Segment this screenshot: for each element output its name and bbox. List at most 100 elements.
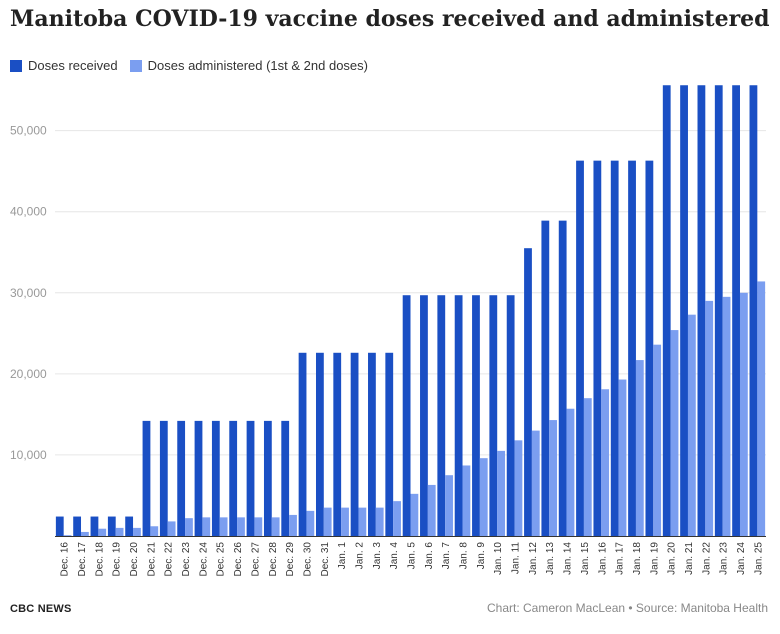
bar-doses-administered: [757, 281, 766, 536]
x-tick-label: Dec. 29: [285, 542, 296, 577]
bar-doses-received: [333, 352, 342, 536]
x-tick-label: Dec. 18: [94, 542, 105, 577]
bar-doses-received: [662, 85, 671, 536]
bar-doses-administered: [289, 514, 297, 536]
bar-doses-received: [263, 420, 272, 536]
bar-doses-received: [125, 516, 134, 536]
bar-doses-received: [437, 295, 446, 536]
bar-doses-administered: [133, 527, 141, 536]
bar-doses-received: [194, 420, 203, 536]
bar-doses-administered: [323, 507, 332, 536]
x-tick-label: Jan. 17: [615, 542, 626, 575]
legend-swatch-administered: [129, 59, 142, 72]
legend-label-administered: Doses administered (1st & 2nd doses): [147, 58, 368, 73]
x-tick-label: Jan. 16: [597, 542, 608, 575]
chart-credit: Chart: Cameron MacLean • Source: Manitob…: [486, 601, 768, 615]
bar-doses-administered: [549, 420, 558, 536]
bar-doses-administered: [479, 458, 488, 536]
bar-doses-received: [558, 220, 567, 536]
bar-doses-received: [385, 352, 394, 536]
bar-doses-administered: [63, 535, 72, 536]
bar-doses-administered: [393, 501, 401, 536]
x-tick-label: Dec. 17: [77, 542, 88, 577]
bar-doses-administered: [341, 507, 349, 536]
bar-doses-received: [645, 160, 654, 536]
x-tick-label: Dec. 23: [181, 542, 192, 577]
bar-doses-administered: [601, 389, 610, 536]
bar-doses-received: [593, 160, 602, 536]
x-tick-label: Dec. 21: [146, 542, 157, 577]
x-tick-label: Jan. 10: [493, 542, 504, 575]
bar-doses-received: [541, 220, 550, 536]
x-tick-label: Jan. 14: [563, 542, 574, 575]
x-tick-label: Jan. 12: [528, 542, 539, 575]
bar-doses-received: [315, 352, 324, 536]
legend-item-administered: Doses administered (1st & 2nd doses): [129, 58, 368, 73]
bar-doses-received: [749, 85, 758, 536]
bar-doses-received: [281, 420, 290, 536]
x-tick-label: Jan. 11: [511, 542, 522, 574]
x-tick-label: Dec. 22: [164, 542, 175, 577]
bar-doses-administered: [115, 527, 124, 536]
bar-doses-administered: [670, 330, 679, 536]
x-tick-label: Jan. 25: [753, 542, 764, 575]
bar-doses-administered: [705, 300, 714, 536]
bar-doses-administered: [722, 296, 731, 536]
bar-doses-received: [420, 295, 428, 536]
bar-doses-administered: [185, 518, 193, 536]
bar-doses-administered: [445, 475, 453, 536]
x-tick-label: Jan. 2: [354, 542, 365, 570]
bar-doses-received: [697, 85, 706, 536]
x-tick-label: Dec. 31: [320, 542, 331, 577]
x-tick-label: Jan. 4: [389, 542, 400, 570]
bar-doses-received: [680, 85, 688, 536]
x-tick-label: Dec. 28: [268, 542, 279, 577]
x-tick-label: Jan. 5: [407, 542, 418, 570]
y-tick-label: 20,000: [10, 367, 47, 381]
bar-doses-received: [524, 248, 532, 537]
x-tick-label: Dec. 30: [302, 542, 313, 577]
legend: Doses received Doses administered (1st &…: [10, 58, 380, 73]
bar-doses-received: [55, 516, 64, 536]
bar-doses-administered: [254, 517, 263, 536]
bar-doses-received: [732, 85, 740, 536]
x-tick-label: Dec. 16: [60, 542, 71, 577]
bar-doses-administered: [514, 440, 523, 536]
bar-doses-administered: [150, 526, 159, 536]
x-tick-label: Jan. 24: [736, 542, 747, 575]
y-tick-label: 10,000: [10, 448, 47, 462]
bar-doses-administered: [306, 510, 315, 536]
bar-doses-administered: [375, 507, 384, 536]
bar-doses-administered: [167, 521, 176, 536]
x-tick-label: Jan. 9: [476, 542, 487, 570]
x-tick-label: Jan. 20: [667, 542, 678, 575]
bar-doses-received: [177, 420, 186, 536]
bar-doses-administered: [531, 430, 540, 536]
bar-doses-received: [402, 295, 411, 536]
x-tick-label: Jan. 7: [441, 542, 452, 570]
x-tick-label: Dec. 20: [129, 542, 140, 577]
bar-doses-administered: [237, 517, 245, 536]
bar-doses-administered: [427, 484, 436, 536]
y-tick-label: 30,000: [10, 286, 47, 300]
bar-doses-received: [142, 420, 151, 536]
bar-doses-received: [73, 516, 82, 536]
x-tick-label: Jan. 22: [701, 542, 712, 575]
x-tick-label: Dec. 26: [233, 542, 244, 577]
bar-doses-administered: [566, 408, 575, 536]
bar-doses-received: [489, 295, 498, 536]
bar-doses-received: [159, 420, 168, 536]
bar-doses-received: [506, 295, 515, 536]
bar-doses-administered: [687, 314, 696, 536]
legend-label-received: Doses received: [28, 58, 118, 73]
bar-doses-administered: [81, 531, 89, 536]
bar-doses-received: [576, 160, 584, 536]
bar-doses-administered: [462, 465, 471, 536]
bar-doses-administered: [618, 379, 627, 536]
bar-doses-received: [229, 420, 238, 536]
chart-title: Manitoba COVID-19 vaccine doses received…: [10, 6, 770, 32]
x-tick-label: Jan. 19: [649, 542, 660, 575]
x-tick-label: Jan. 18: [632, 542, 643, 575]
x-tick-label: Jan. 8: [459, 542, 470, 570]
legend-item-received: Doses received: [10, 58, 118, 73]
